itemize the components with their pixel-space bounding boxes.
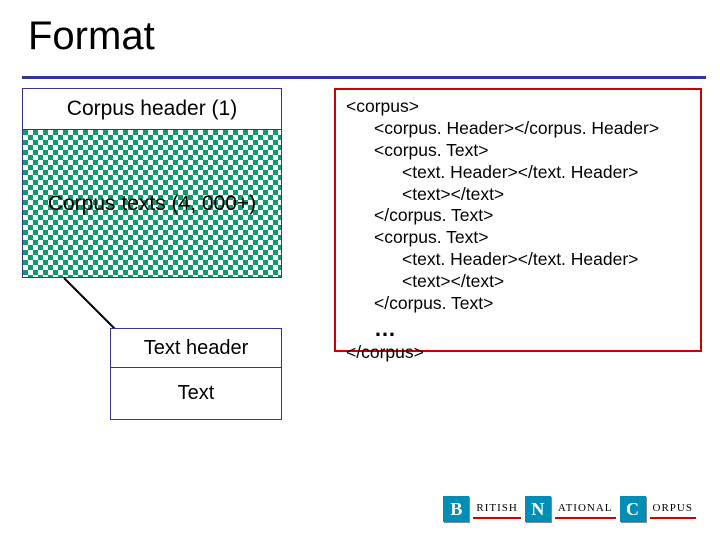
corpus-texts-label-wrap: Corpus texts (4, 000+) [23,187,281,221]
title-underline [22,76,706,79]
text-box: Text [110,368,282,420]
logo-word-corpus: orpus [650,499,696,519]
logo-word-british: ritish [473,499,520,519]
code-line: </corpus. Text> [346,205,690,227]
slide: Format Corpus header (1) Corpus texts (4… [0,0,720,540]
text-header-box: Text header [110,328,282,368]
code-line: <text. Header></text. Header> [346,249,690,271]
logo-square-n: N [525,496,551,522]
code-box: <corpus> <corpus. Header></corpus. Heade… [334,88,702,352]
corpus-header-box: Corpus header (1) [22,88,282,130]
code-line: </corpus> [346,342,424,362]
connector-line [60,274,120,334]
code-line: <corpus. Text> [346,227,690,249]
code-line: <corpus. Text> [346,140,690,162]
text-label: Text [178,382,215,405]
corpus-texts-box: Corpus texts (4, 000+) [22,130,282,278]
code-line: </corpus. Text> [346,293,690,315]
logo-square-b: B [443,496,469,522]
bnc-logo: B ritish N ational C orpus [443,496,696,522]
page-title: Format [28,14,155,59]
corpus-header-label: Corpus header (1) [67,97,237,121]
code-line: <text></text> [346,184,690,206]
code-line: <text. Header></text. Header> [346,162,690,184]
left-column: Corpus header (1) Corpus texts (4, 000+) [22,88,302,278]
logo-square-c: C [620,496,646,522]
code-line: <corpus. Header></corpus. Header> [346,118,690,140]
code-ellipsis: … [346,316,396,341]
logo-word-national: ational [555,499,616,519]
code-line: <corpus> [346,96,419,116]
code-line: <text></text> [346,271,690,293]
corpus-texts-label: Corpus texts (4, 000+) [48,192,256,216]
text-header-label: Text header [144,337,249,360]
